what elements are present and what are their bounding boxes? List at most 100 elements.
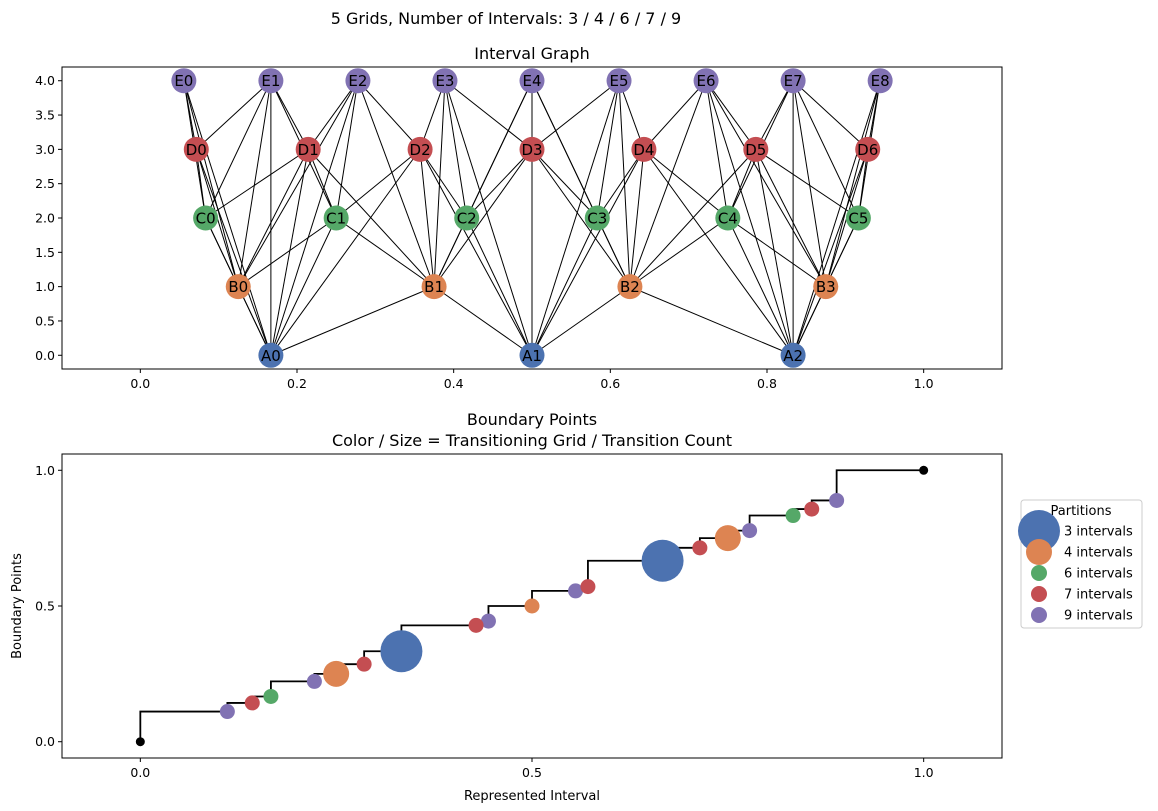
node-E5: [606, 68, 632, 94]
edge-B1-E3: [433, 80, 446, 287]
edge-B3-E7: [792, 80, 827, 287]
x-tick-label: 0.8: [757, 376, 777, 391]
legend-marker-3-intervals: [1018, 510, 1060, 552]
x-tick-label: 0.0: [130, 376, 150, 391]
node-A1: [519, 342, 545, 368]
node-C3: [584, 205, 610, 231]
edge-C2-E4: [466, 80, 533, 219]
node-label-D1: D1: [298, 141, 319, 159]
edge-A0-D0: [195, 149, 272, 356]
edge-A2-C4: [727, 217, 794, 356]
edge-A1-D4: [531, 149, 645, 356]
edge-A0-B1: [270, 286, 435, 356]
node-E4: [519, 68, 545, 94]
x-tick-label: 1.0: [914, 765, 934, 780]
node-label-C2: C2: [457, 210, 477, 228]
node-label-D5: D5: [745, 141, 766, 159]
legend-marker-9-intervals: [1031, 607, 1047, 623]
boundary-point-9-intervals: [742, 523, 758, 539]
endpoint-marker: [135, 737, 145, 747]
edge-A0-E2: [270, 80, 359, 356]
boundary-point-9-intervals: [306, 673, 322, 689]
edge-C2-D3: [466, 149, 533, 219]
node-label-E2: E2: [348, 72, 367, 90]
node-label-E4: E4: [522, 72, 541, 90]
boundary-point-7-intervals: [356, 656, 372, 672]
edge-A1-B2: [531, 286, 631, 356]
edge-D5-E7: [755, 80, 794, 150]
interval-graph-nodes: A0 A1 A2 B0 B1 B2 B3 C0 C1 C2 C3 C4 C5 D0 D1 D2 D3 D4 D5 D6…: [171, 68, 893, 368]
node-label-A1: A1: [522, 347, 542, 365]
node-label-C1: C1: [326, 210, 346, 228]
node-D6: [855, 136, 881, 162]
edge-A0-D2: [270, 149, 421, 356]
node-E7: [780, 68, 806, 94]
edge-C3-D3: [531, 149, 598, 219]
node-label-E3: E3: [435, 72, 454, 90]
boundary-point-3-intervals: [641, 539, 684, 582]
edge-B2-C4: [629, 217, 729, 288]
node-label-D4: D4: [633, 141, 654, 159]
edge-B2-E6: [629, 80, 707, 287]
edge-B3-D5: [755, 149, 827, 287]
y-tick-label: 3.0: [35, 142, 55, 157]
node-D3: [519, 136, 545, 162]
node-A2: [780, 342, 806, 368]
x-tick-label: 0.5: [522, 765, 542, 780]
node-C1: [323, 205, 349, 231]
boundary-point-4-intervals: [524, 598, 540, 614]
node-label-C4: C4: [718, 210, 738, 228]
edge-D5-E6: [705, 80, 757, 150]
edge-A1-D2: [419, 149, 533, 356]
boundary-point-9-intervals: [829, 492, 845, 508]
node-label-E8: E8: [871, 72, 890, 90]
edge-B1-D3: [433, 149, 533, 287]
edge-D1-E1: [270, 80, 309, 150]
node-label-E6: E6: [697, 72, 716, 90]
node-D1: [295, 136, 321, 162]
edge-D6-E7: [792, 80, 869, 150]
boundary-point-3-intervals: [380, 630, 423, 673]
y-tick-label: 0.0: [35, 348, 55, 363]
interval-graph-axes: Interval Graph A0 A1 A2 B0 B1 B2 B3 C0 C1 C2 C3 C4 C…: [35, 44, 1003, 391]
node-E1: [258, 68, 284, 94]
boundary-points-subtitle: Color / Size = Transitioning Grid / Tran…: [332, 431, 732, 450]
node-E3: [432, 68, 458, 94]
edge-B0-C0: [205, 217, 239, 287]
y-tick-label: 2.0: [35, 211, 55, 226]
node-D5: [743, 136, 769, 162]
boundary-points-x-label: Represented Interval: [464, 789, 600, 804]
boundary-points-x-ticks: 0.0 0.5 1.0: [130, 758, 934, 780]
edge-B1-D2: [419, 149, 435, 287]
edge-B3-E8: [825, 80, 881, 287]
edge-B1-C1: [335, 217, 435, 288]
boundary-points-axes: Boundary Points Color / Size = Transitio…: [10, 410, 1003, 804]
boundary-points-title: Boundary Points: [467, 410, 597, 429]
node-label-B2: B2: [620, 278, 640, 296]
boundary-point-9-intervals: [568, 583, 584, 599]
edge-B0-E1: [237, 80, 272, 287]
interval-graph-edges: [183, 80, 881, 356]
node-D4: [631, 136, 657, 162]
figure-suptitle: 5 Grids, Number of Intervals: 3 / 4 / 6 …: [331, 9, 681, 28]
edge-C4-D4: [643, 148, 729, 219]
legend-title: Partitions: [1051, 504, 1112, 519]
edge-D1-E2: [307, 80, 359, 150]
node-E2: [345, 68, 371, 94]
edge-A1-E5: [531, 80, 620, 356]
boundary-point-7-intervals: [580, 579, 596, 595]
node-label-B3: B3: [816, 278, 836, 296]
y-tick-label: 1.0: [35, 279, 55, 294]
edge-B1-D1: [307, 149, 435, 287]
x-tick-label: 0.4: [444, 376, 464, 391]
edge-B3-C5: [825, 217, 859, 287]
edge-D3-E3: [444, 80, 533, 150]
edge-A2-E8: [792, 80, 881, 356]
node-B1: [421, 274, 447, 300]
node-label-A0: A0: [261, 347, 281, 365]
edge-C5-E7: [792, 80, 859, 219]
node-B2: [617, 274, 643, 300]
node-label-B0: B0: [228, 278, 248, 296]
boundary-point-7-intervals: [244, 695, 260, 711]
edge-C5-D5: [755, 148, 859, 219]
